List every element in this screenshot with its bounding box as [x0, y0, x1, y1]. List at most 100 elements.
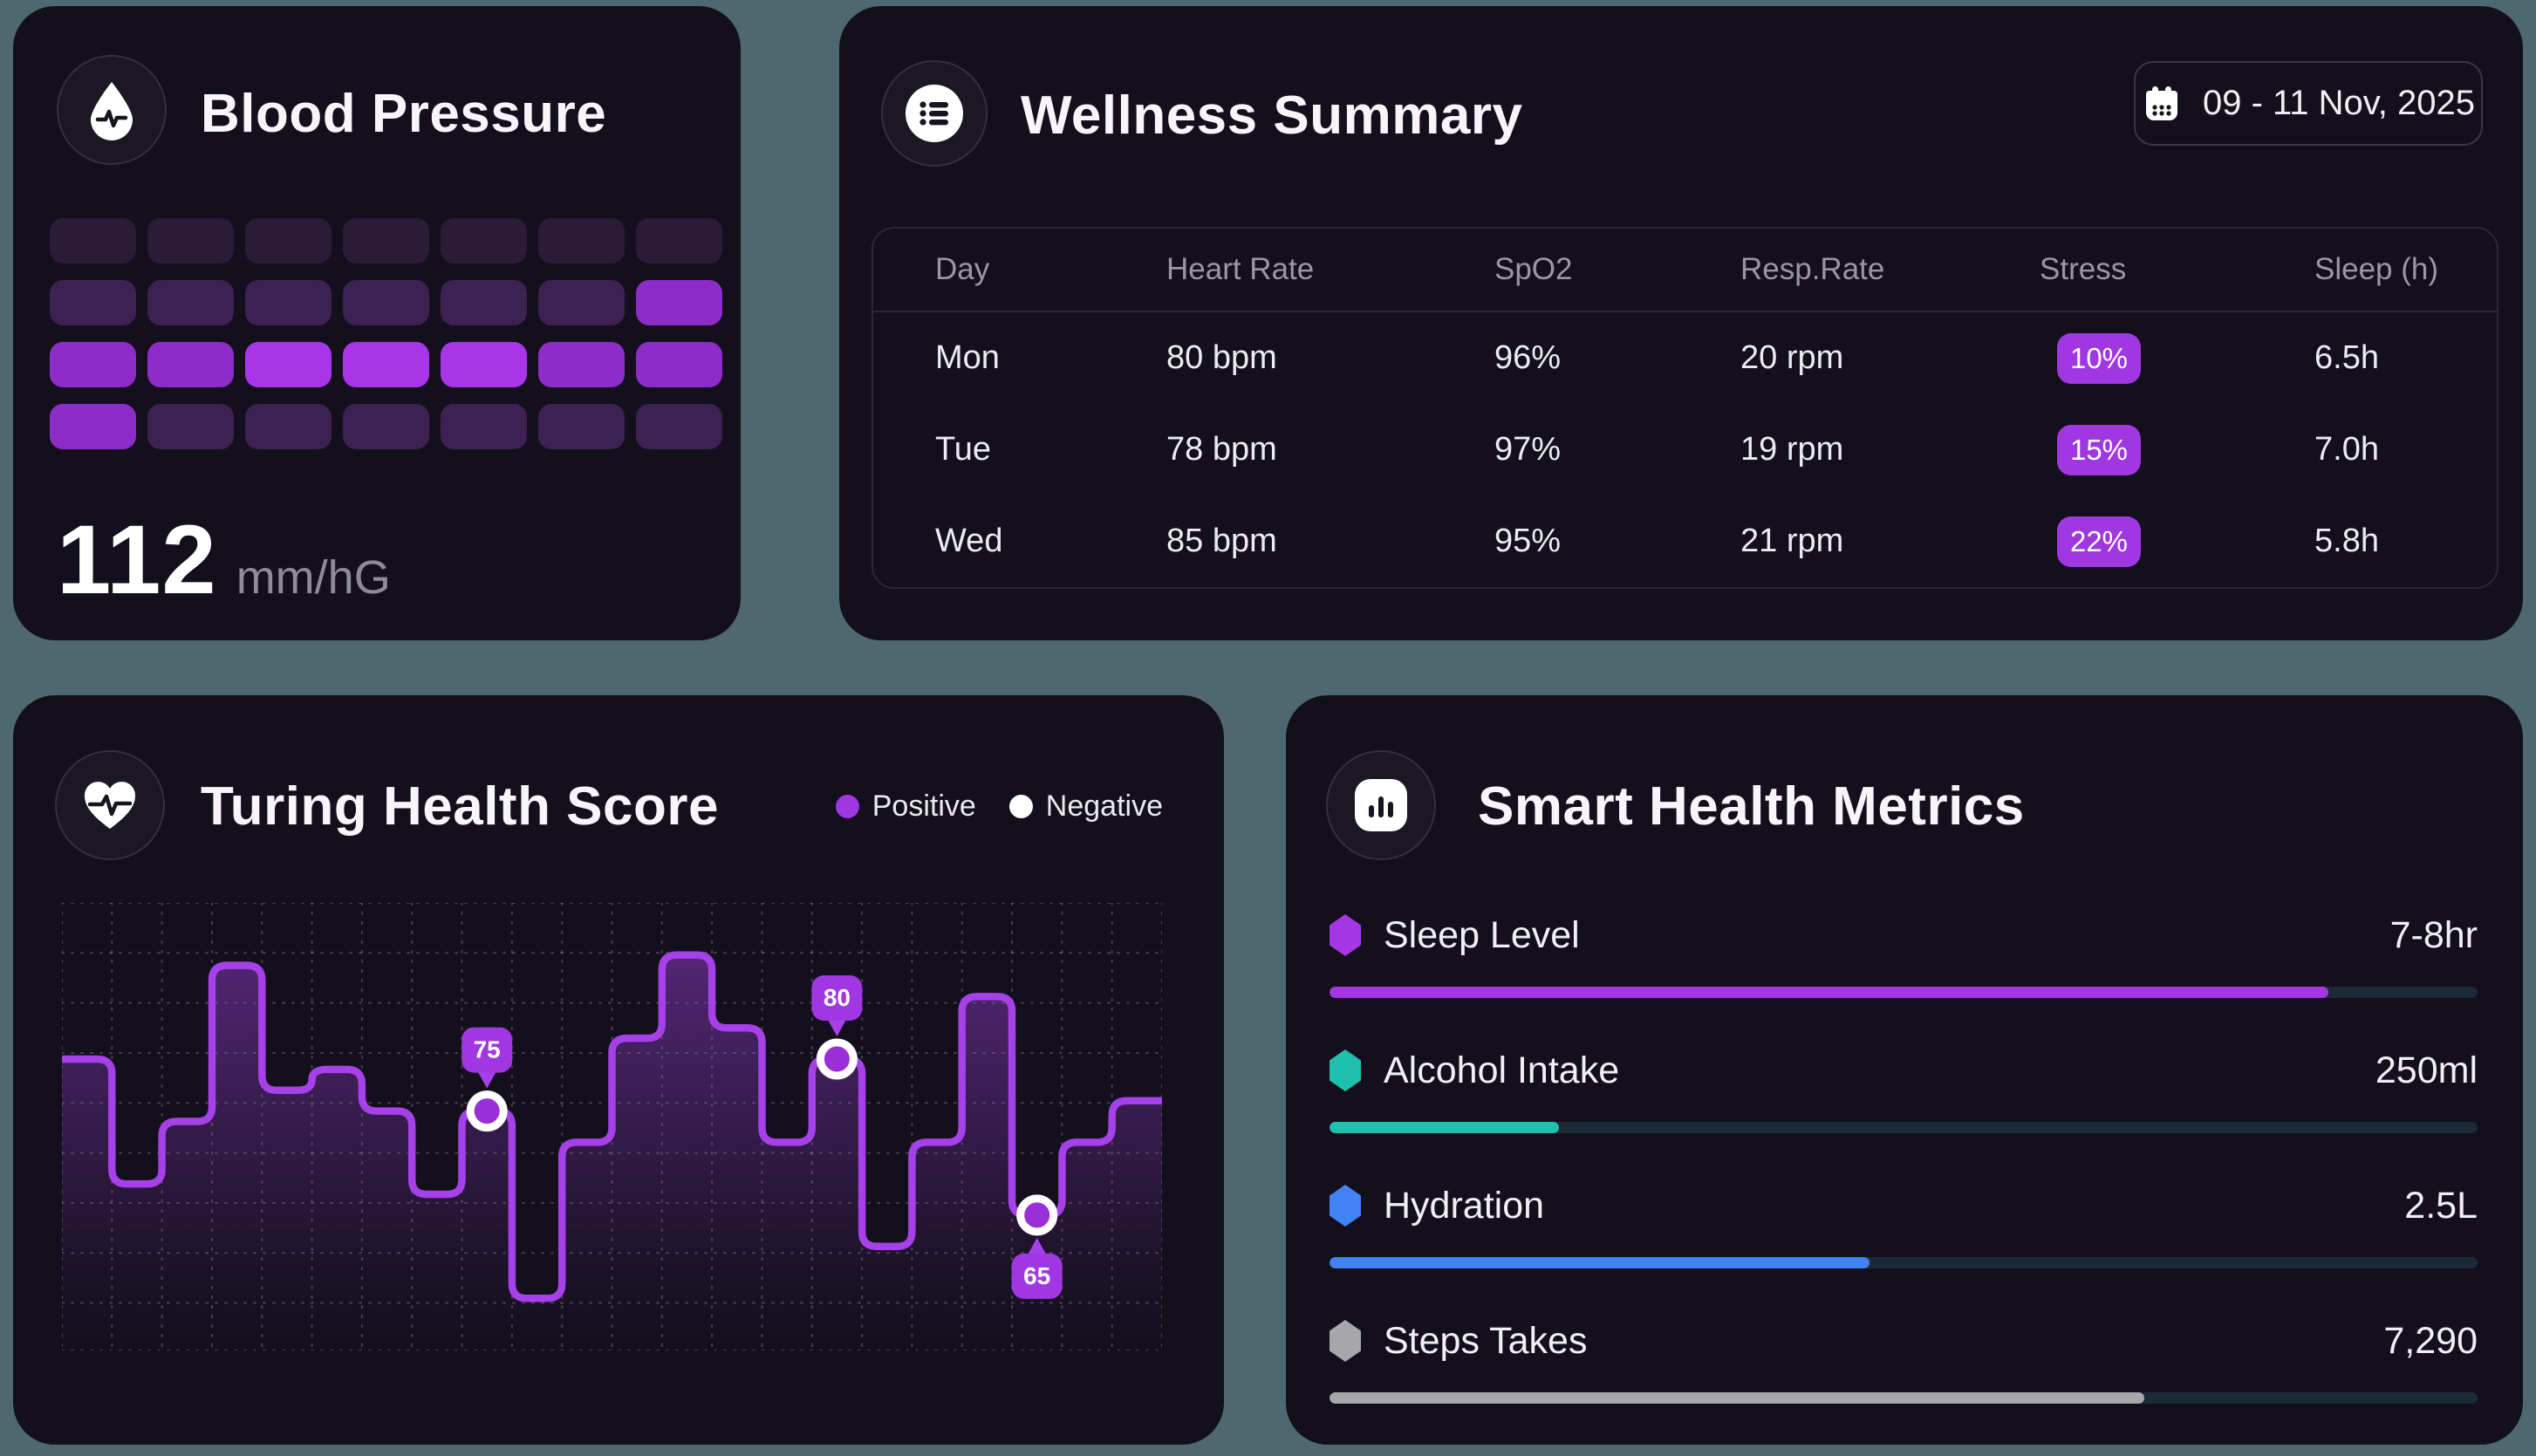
heatmap-cell [441, 218, 527, 263]
hexagon-icon [1330, 1185, 1361, 1227]
wellness-table: Day Heart Rate SpO2 Resp.Rate Stress Sleep (h… [872, 227, 2498, 589]
negative-dot-icon [1008, 795, 1033, 818]
smart-health-metrics-card: Smart Health Metrics Sleep Level 7-8hr Alc… [1286, 695, 2523, 1445]
date-range-label: 09 - 11 Nov, 2025 [2202, 84, 2476, 122]
chart-marker-80[interactable]: 80 [811, 975, 863, 1080]
metric-progress-fill [1330, 1257, 1870, 1268]
metric-value: 250ml [2375, 1049, 2478, 1091]
heatmap-cell [441, 404, 527, 449]
blood-pressure-heatmap [50, 218, 722, 449]
resp-rate-cell: 20 rpm [1740, 339, 1844, 376]
heatmap-cell [538, 404, 625, 449]
legend-label-negative: Negative [1045, 790, 1163, 823]
blood-pressure-title: Blood Pressure [201, 84, 607, 144]
hexagon-icon [1330, 914, 1361, 956]
resp-rate-cell: 21 rpm [1740, 523, 1844, 559]
spo2-cell: 97% [1494, 431, 1562, 468]
stress-cell: 22% [2040, 516, 2314, 567]
metric-row: Hydration 2.5L [1330, 1184, 2478, 1268]
heatmap-cell [636, 218, 722, 263]
table-row: Tue 78 bpm 97% 19 rpm 15% 7.0h [873, 404, 2497, 496]
metric-progress-fill [1330, 1392, 2145, 1404]
svg-text:75: 75 [474, 1036, 501, 1063]
heatmap-cell [343, 218, 429, 263]
table-column-header: SpO2 [1494, 252, 1573, 286]
heatmap-cell [636, 342, 722, 387]
bar-chart-icon [1326, 750, 1436, 860]
chart-marker-75[interactable]: 75 [461, 1027, 513, 1132]
metric-head: Steps Takes 7,290 [1330, 1319, 2478, 1362]
metric-progress-track [1330, 987, 2478, 998]
metric-progress-track [1330, 1122, 2478, 1133]
legend-item-negative[interactable]: Negative [1008, 790, 1163, 824]
heatmap-cell [636, 280, 722, 325]
heatmap-cell [343, 404, 429, 449]
smart-health-metrics-title: Smart Health Metrics [1478, 776, 2025, 837]
table-row: Wed 85 bpm 95% 21 rpm 22% 5.8h [873, 496, 2497, 587]
chart-marker-65[interactable]: 65 [1011, 1194, 1063, 1299]
positive-dot-icon [835, 795, 859, 818]
heart-pulse-icon [55, 750, 165, 860]
heatmap-cell [50, 342, 136, 387]
metrics-list: Sleep Level 7-8hr Alcohol Intake 250ml Hydra… [1330, 913, 2478, 1456]
stress-cell: 15% [2040, 424, 2314, 475]
sleep-cell: 5.8h [2314, 523, 2379, 559]
turing-health-score-card: Turing Health Score Positive Negative 75… [13, 695, 1224, 1445]
list-icon [881, 60, 988, 167]
chart-legend: Positive Negative [835, 790, 1163, 824]
metric-value: 2.5L [2404, 1184, 2478, 1227]
droplet-pulse-icon [57, 55, 167, 165]
metric-head: Sleep Level 7-8hr [1330, 913, 2478, 956]
heart-pulse-icon [84, 782, 136, 829]
table-column-header: Sleep (h) [2314, 252, 2439, 286]
heatmap-cell [538, 342, 625, 387]
wellness-table-header: Day Heart Rate SpO2 Resp.Rate Stress Sleep (h… [873, 229, 2497, 312]
stress-cell: 10% [2040, 332, 2314, 384]
table-column-header: Resp.Rate [1740, 252, 1885, 286]
sleep-cell: 6.5h [2314, 339, 2379, 376]
metric-row: Steps Takes 7,290 [1330, 1319, 2478, 1404]
blood-pressure-value: 112 [57, 505, 217, 614]
heatmap-cell [147, 280, 234, 325]
hexagon-icon [1330, 1320, 1361, 1362]
heatmap-cell [538, 280, 625, 325]
step-area-chart-svg: 75 80 65 [58, 902, 1166, 1351]
heatmap-cell [245, 280, 332, 325]
metric-label: Steps Takes [1384, 1319, 1588, 1362]
droplet-pulse-icon [91, 82, 133, 140]
date-range-picker[interactable]: 09 - 11 Nov, 2025 [2134, 61, 2483, 146]
table-column-header: Stress [2040, 252, 2127, 286]
day-cell: Mon [935, 339, 1000, 376]
metric-row: Alcohol Intake 250ml [1330, 1049, 2478, 1133]
heatmap-cell [343, 280, 429, 325]
metric-value: 7-8hr [2389, 913, 2478, 956]
hexagon-icon [1330, 1049, 1361, 1091]
heatmap-cell [147, 342, 234, 387]
day-cell: Wed [935, 523, 1003, 559]
metric-progress-fill [1330, 1122, 1560, 1133]
list-icon [906, 85, 963, 142]
heatmap-cell [245, 404, 332, 449]
heart-rate-cell: 80 bpm [1166, 339, 1277, 376]
heatmap-cell [147, 404, 234, 449]
chart-step-line [58, 951, 1166, 1302]
legend-item-positive[interactable]: Positive [835, 790, 976, 824]
table-column-header: Day [935, 252, 990, 286]
heatmap-cell [50, 280, 136, 325]
sleep-cell: 7.0h [2314, 431, 2379, 468]
metric-progress-track [1330, 1257, 2478, 1268]
health-score-step-chart: 75 80 65 [58, 902, 1166, 1351]
metric-progress-track [1330, 1392, 2478, 1404]
metric-label: Sleep Level [1384, 913, 1580, 956]
resp-rate-cell: 19 rpm [1740, 431, 1844, 468]
wellness-table-body: Mon 80 bpm 96% 20 rpm 10% 6.5h Tue 78 bpm 97% 19 … [873, 312, 2497, 587]
stress-badge: 15% [2057, 424, 2141, 475]
wellness-summary-title: Wellness Summary [1021, 85, 1523, 146]
heart-rate-cell: 78 bpm [1166, 431, 1277, 468]
metric-label: Alcohol Intake [1384, 1049, 1620, 1091]
spo2-cell: 95% [1494, 523, 1562, 559]
metric-head: Hydration 2.5L [1330, 1184, 2478, 1227]
metric-head: Alcohol Intake 250ml [1330, 1049, 2478, 1091]
metric-value: 7,290 [2383, 1319, 2478, 1362]
blood-pressure-card: Blood Pressure 112 mm/hG [13, 6, 741, 640]
